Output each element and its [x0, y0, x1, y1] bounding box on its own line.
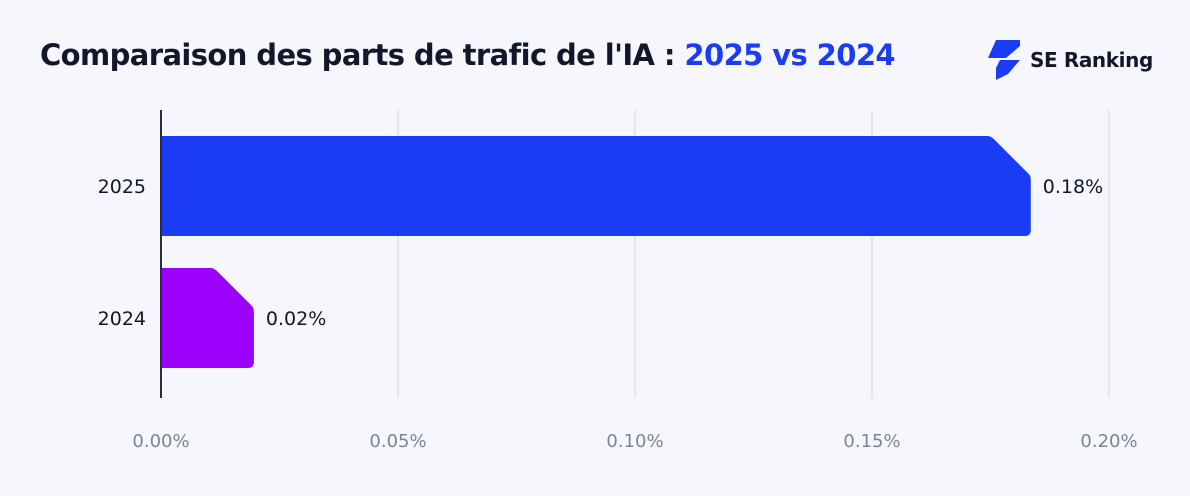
bar-2024	[161, 268, 254, 368]
y-category-label: 2025	[98, 176, 146, 198]
title-highlight: 2025 vs 2024	[684, 38, 895, 72]
logo-text: SE Ranking	[1030, 48, 1153, 72]
bar-2025	[161, 136, 1031, 236]
title-main: Comparaison des parts de trafic de l'IA …	[40, 38, 685, 72]
se-ranking-bolt-icon	[988, 40, 1020, 80]
y-category-label: 2024	[98, 308, 146, 330]
x-tick-label: 0.05%	[369, 431, 426, 452]
x-tick-label: 0.00%	[132, 431, 189, 452]
se-ranking-logo: SE Ranking	[986, 40, 1153, 80]
x-tick-label: 0.10%	[606, 431, 663, 452]
x-tick-label: 0.20%	[1080, 431, 1137, 452]
chart-title: Comparaison des parts de trafic de l'IA …	[40, 38, 896, 72]
data-label: 0.02%	[266, 308, 326, 330]
data-label: 0.18%	[1043, 176, 1103, 198]
x-tick-label: 0.15%	[843, 431, 900, 452]
